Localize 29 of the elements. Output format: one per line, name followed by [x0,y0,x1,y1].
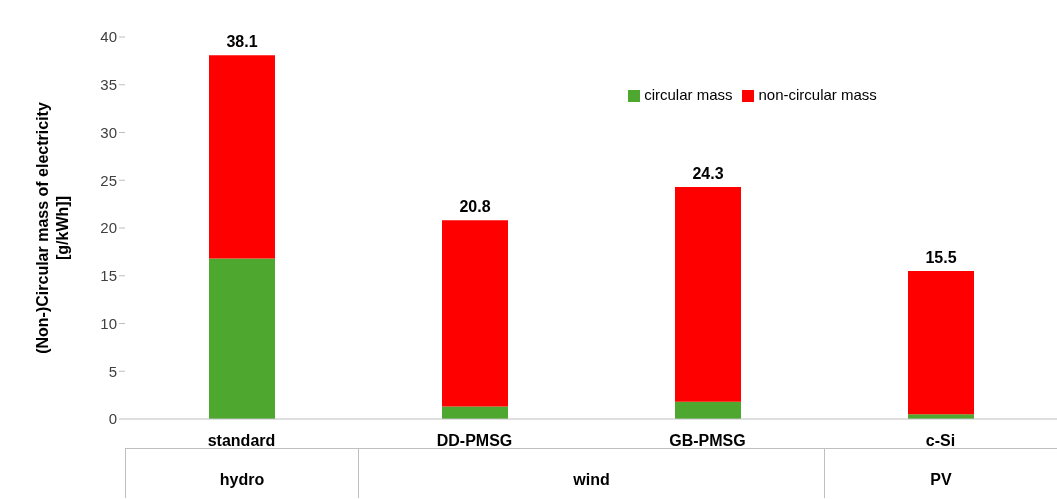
bar [209,258,275,419]
total-label: 20.8 [459,198,491,216]
y-tick-label: 20 [100,219,117,237]
y-tick-label: 35 [100,76,117,94]
legend-label: circular mass [644,86,733,103]
y-axis-title: (Non-)Circular mass of electricity [g/kWh]] [34,102,71,354]
y-tick-label: 15 [100,267,117,285]
y-tick-label: 40 [100,28,117,46]
bar [675,401,741,419]
y-tick-label: 30 [100,123,117,141]
text: PV [824,449,1057,498]
legend-label: non-circular mass [758,86,877,103]
total-label: 15.5 [925,248,957,266]
x-tick-label: c-Si [925,432,956,450]
total-label: 24.3 [692,164,724,182]
x-tick-label: standard [207,432,276,450]
y-tick-label: 10 [100,314,117,332]
y-tick-label: 0 [108,410,117,428]
y-tick-label: 25 [100,171,117,189]
text: hydro [125,449,358,498]
bar [209,55,275,259]
bar [675,186,741,402]
bar [908,270,974,415]
text: wind [358,449,824,498]
x-tick-label: DD-PMSG [436,432,513,450]
y-tick-label: 5 [108,362,117,380]
bar [442,220,508,407]
total-label: 38.1 [226,33,258,51]
x-tick-label: GB-PMSG [669,432,746,450]
